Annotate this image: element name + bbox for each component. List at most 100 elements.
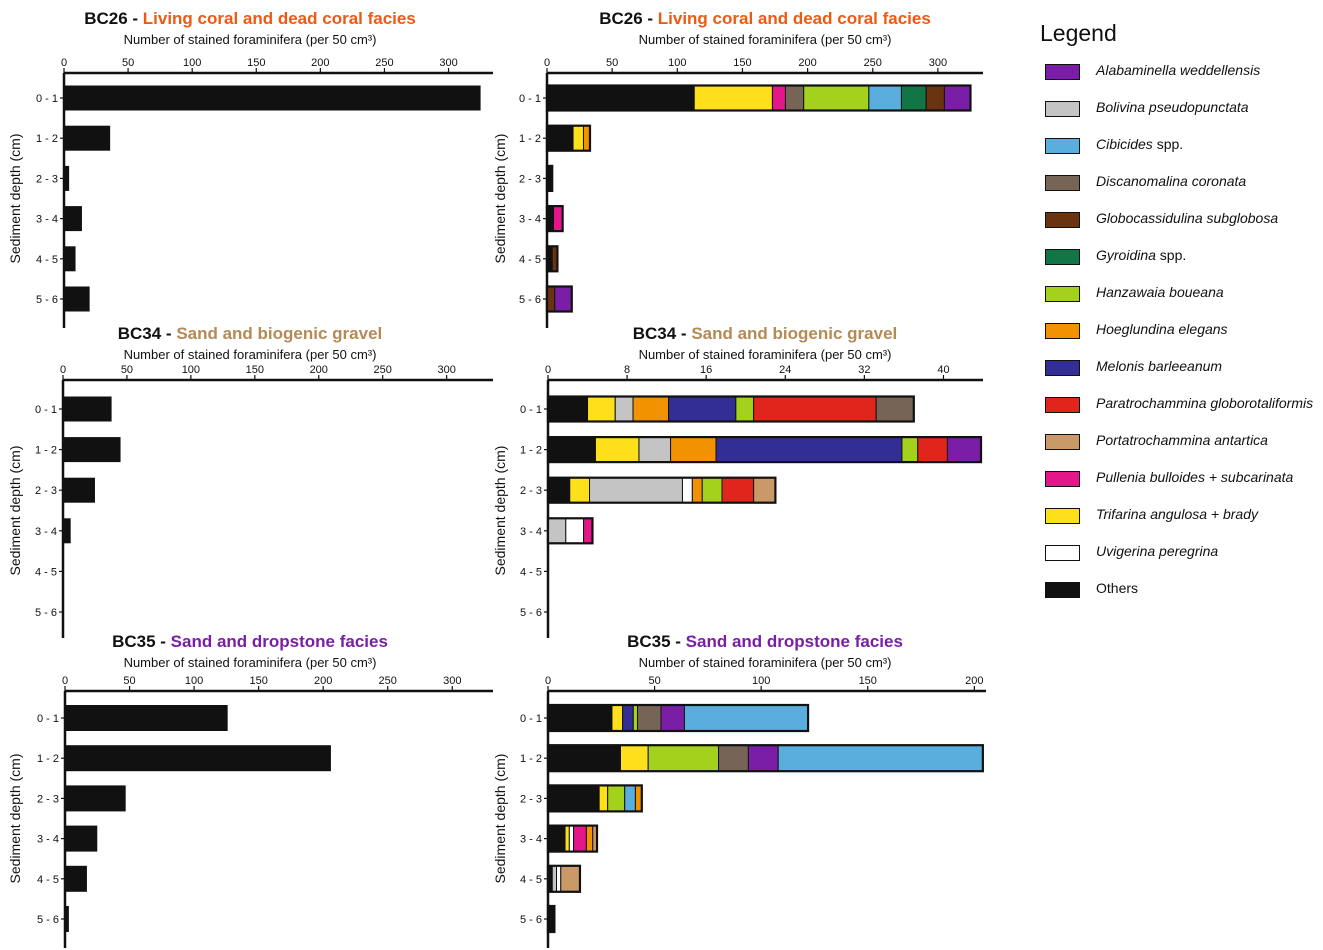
bar-segment bbox=[547, 784, 600, 812]
bar-segment bbox=[632, 396, 670, 422]
bar bbox=[64, 165, 70, 191]
legend-species-name: Bolivina pseudopunctata bbox=[1096, 99, 1249, 115]
legend-swatch bbox=[1045, 212, 1080, 228]
y-tick-label: 5 - 6 bbox=[520, 914, 542, 926]
bar-segment bbox=[943, 85, 971, 111]
bar-outline bbox=[546, 703, 810, 733]
bar-segment bbox=[560, 865, 581, 893]
y-tick-label: 1 - 2 bbox=[36, 133, 58, 145]
legend-item: Melonis barleeanum bbox=[1040, 355, 1323, 392]
x-axis-label: Number of stained foraminifera (per 50 c… bbox=[124, 347, 377, 362]
x-tick-label: 0 bbox=[545, 364, 551, 376]
chart-title-facies: Sand and dropstone facies bbox=[686, 632, 903, 651]
bar-segment bbox=[803, 85, 870, 111]
x-tick-label: 100 bbox=[668, 57, 686, 69]
x-tick-label: 16 bbox=[700, 364, 712, 376]
legend-swatch bbox=[1045, 323, 1080, 339]
bar-segment bbox=[721, 477, 755, 504]
legend-label: Trifarina angulosa + brady bbox=[1096, 506, 1258, 522]
bar-segment bbox=[546, 286, 556, 312]
x-tick-label: 40 bbox=[937, 364, 949, 376]
bar-segment bbox=[925, 85, 945, 111]
legend-species-suffix: spp. bbox=[1155, 247, 1187, 263]
chart-title-station: BC34 - bbox=[633, 324, 692, 343]
bar-segment bbox=[547, 477, 571, 504]
x-tick-label: 200 bbox=[965, 675, 983, 687]
x-tick-label: 8 bbox=[624, 364, 630, 376]
bar-segment bbox=[900, 85, 927, 111]
legend-label: Hanzawaia boueana bbox=[1096, 284, 1224, 300]
bar-segment bbox=[587, 396, 616, 422]
legend-item: Others bbox=[1040, 577, 1323, 614]
x-tick-label: 300 bbox=[437, 364, 455, 376]
bar-segment bbox=[589, 477, 683, 504]
y-tick-label: 0 - 1 bbox=[519, 93, 541, 105]
y-tick-label: 4 - 5 bbox=[36, 254, 58, 266]
y-axis-label: Sediment depth (cm) bbox=[492, 446, 508, 576]
bar-segment bbox=[547, 744, 621, 772]
bar-segment bbox=[753, 396, 877, 422]
legend-item: Hanzawaia boueana bbox=[1040, 281, 1323, 318]
x-tick-label: 150 bbox=[246, 364, 264, 376]
legend-item: Portatrochammina antartica bbox=[1040, 429, 1323, 466]
bar-segment bbox=[753, 477, 776, 504]
legend-label: Portatrochammina antartica bbox=[1096, 432, 1268, 448]
y-tick-label: 1 - 2 bbox=[520, 445, 542, 457]
legend-item: Cibicides spp. bbox=[1040, 133, 1323, 170]
chart-title-facies: Sand and dropstone facies bbox=[171, 632, 388, 651]
bar-segment bbox=[619, 744, 649, 772]
bar-segment bbox=[565, 517, 585, 544]
legend-item: Hoeglundina elegans bbox=[1040, 318, 1323, 355]
bar-outline bbox=[545, 285, 573, 313]
chart-title-station: BC26 - bbox=[84, 9, 143, 28]
bar-segment bbox=[735, 396, 755, 422]
legend-label: Gyroidina spp. bbox=[1096, 247, 1186, 263]
x-tick-label: 150 bbox=[859, 675, 877, 687]
legend-species-name: Uvigerina peregrina bbox=[1096, 543, 1219, 559]
x-tick-label: 200 bbox=[314, 675, 332, 687]
x-tick-label: 50 bbox=[648, 675, 660, 687]
legend-swatch bbox=[1045, 64, 1080, 80]
bar-segment bbox=[583, 517, 593, 544]
x-tick-label: 50 bbox=[123, 675, 135, 687]
legend-species-name: Paratrochammina globorotaliformis bbox=[1096, 395, 1314, 411]
bar bbox=[65, 865, 87, 892]
legend-species-name: Discanomalina coronata bbox=[1096, 173, 1247, 189]
bar-outline bbox=[545, 205, 564, 233]
x-tick-label: 300 bbox=[443, 675, 461, 687]
x-axis-label: Number of stained foraminifera (per 50 c… bbox=[639, 655, 892, 670]
bar-segment bbox=[715, 436, 903, 463]
legend-swatch bbox=[1045, 249, 1080, 265]
y-tick-label: 2 - 3 bbox=[36, 173, 58, 185]
bar-segment bbox=[569, 477, 591, 504]
x-tick-label: 250 bbox=[864, 57, 882, 69]
legend-item: Gyroidina spp. bbox=[1040, 244, 1323, 281]
x-tick-label: 100 bbox=[752, 675, 770, 687]
bar bbox=[64, 246, 76, 272]
bar-segment bbox=[693, 85, 773, 111]
legend-label: Globocassidulina subglobosa bbox=[1096, 210, 1278, 226]
bar-segment bbox=[553, 205, 564, 232]
bar bbox=[63, 437, 121, 463]
bar-segment bbox=[681, 477, 693, 504]
chart-title-station: BC34 - bbox=[118, 324, 177, 343]
y-tick-label: 1 - 2 bbox=[35, 445, 57, 457]
legend-species-name: Melonis barleeanum bbox=[1096, 358, 1223, 374]
chart-title: BC34 - Sand and biogenic gravel bbox=[118, 324, 383, 343]
legend-item: Globocassidulina subglobosa bbox=[1040, 207, 1323, 244]
chart-title: BC26 - Living coral and dead coral facie… bbox=[84, 9, 416, 28]
y-tick-label: 2 - 3 bbox=[37, 793, 59, 805]
x-tick-label: 200 bbox=[798, 57, 816, 69]
legend-item: Bolivina pseudopunctata bbox=[1040, 96, 1323, 133]
legend-species-name: Pullenia bulloides + subcarinata bbox=[1096, 469, 1294, 485]
legend-item: Paratrochammina globorotaliformis bbox=[1040, 392, 1323, 429]
x-tick-label: 0 bbox=[544, 57, 550, 69]
bar-segment bbox=[701, 477, 723, 504]
bar bbox=[65, 906, 69, 932]
bar-segment bbox=[624, 784, 636, 812]
bar bbox=[63, 518, 71, 544]
y-tick-label: 3 - 4 bbox=[520, 834, 542, 846]
legend-species-name: Trifarina angulosa + brady bbox=[1096, 506, 1258, 522]
x-tick-label: 0 bbox=[60, 364, 66, 376]
